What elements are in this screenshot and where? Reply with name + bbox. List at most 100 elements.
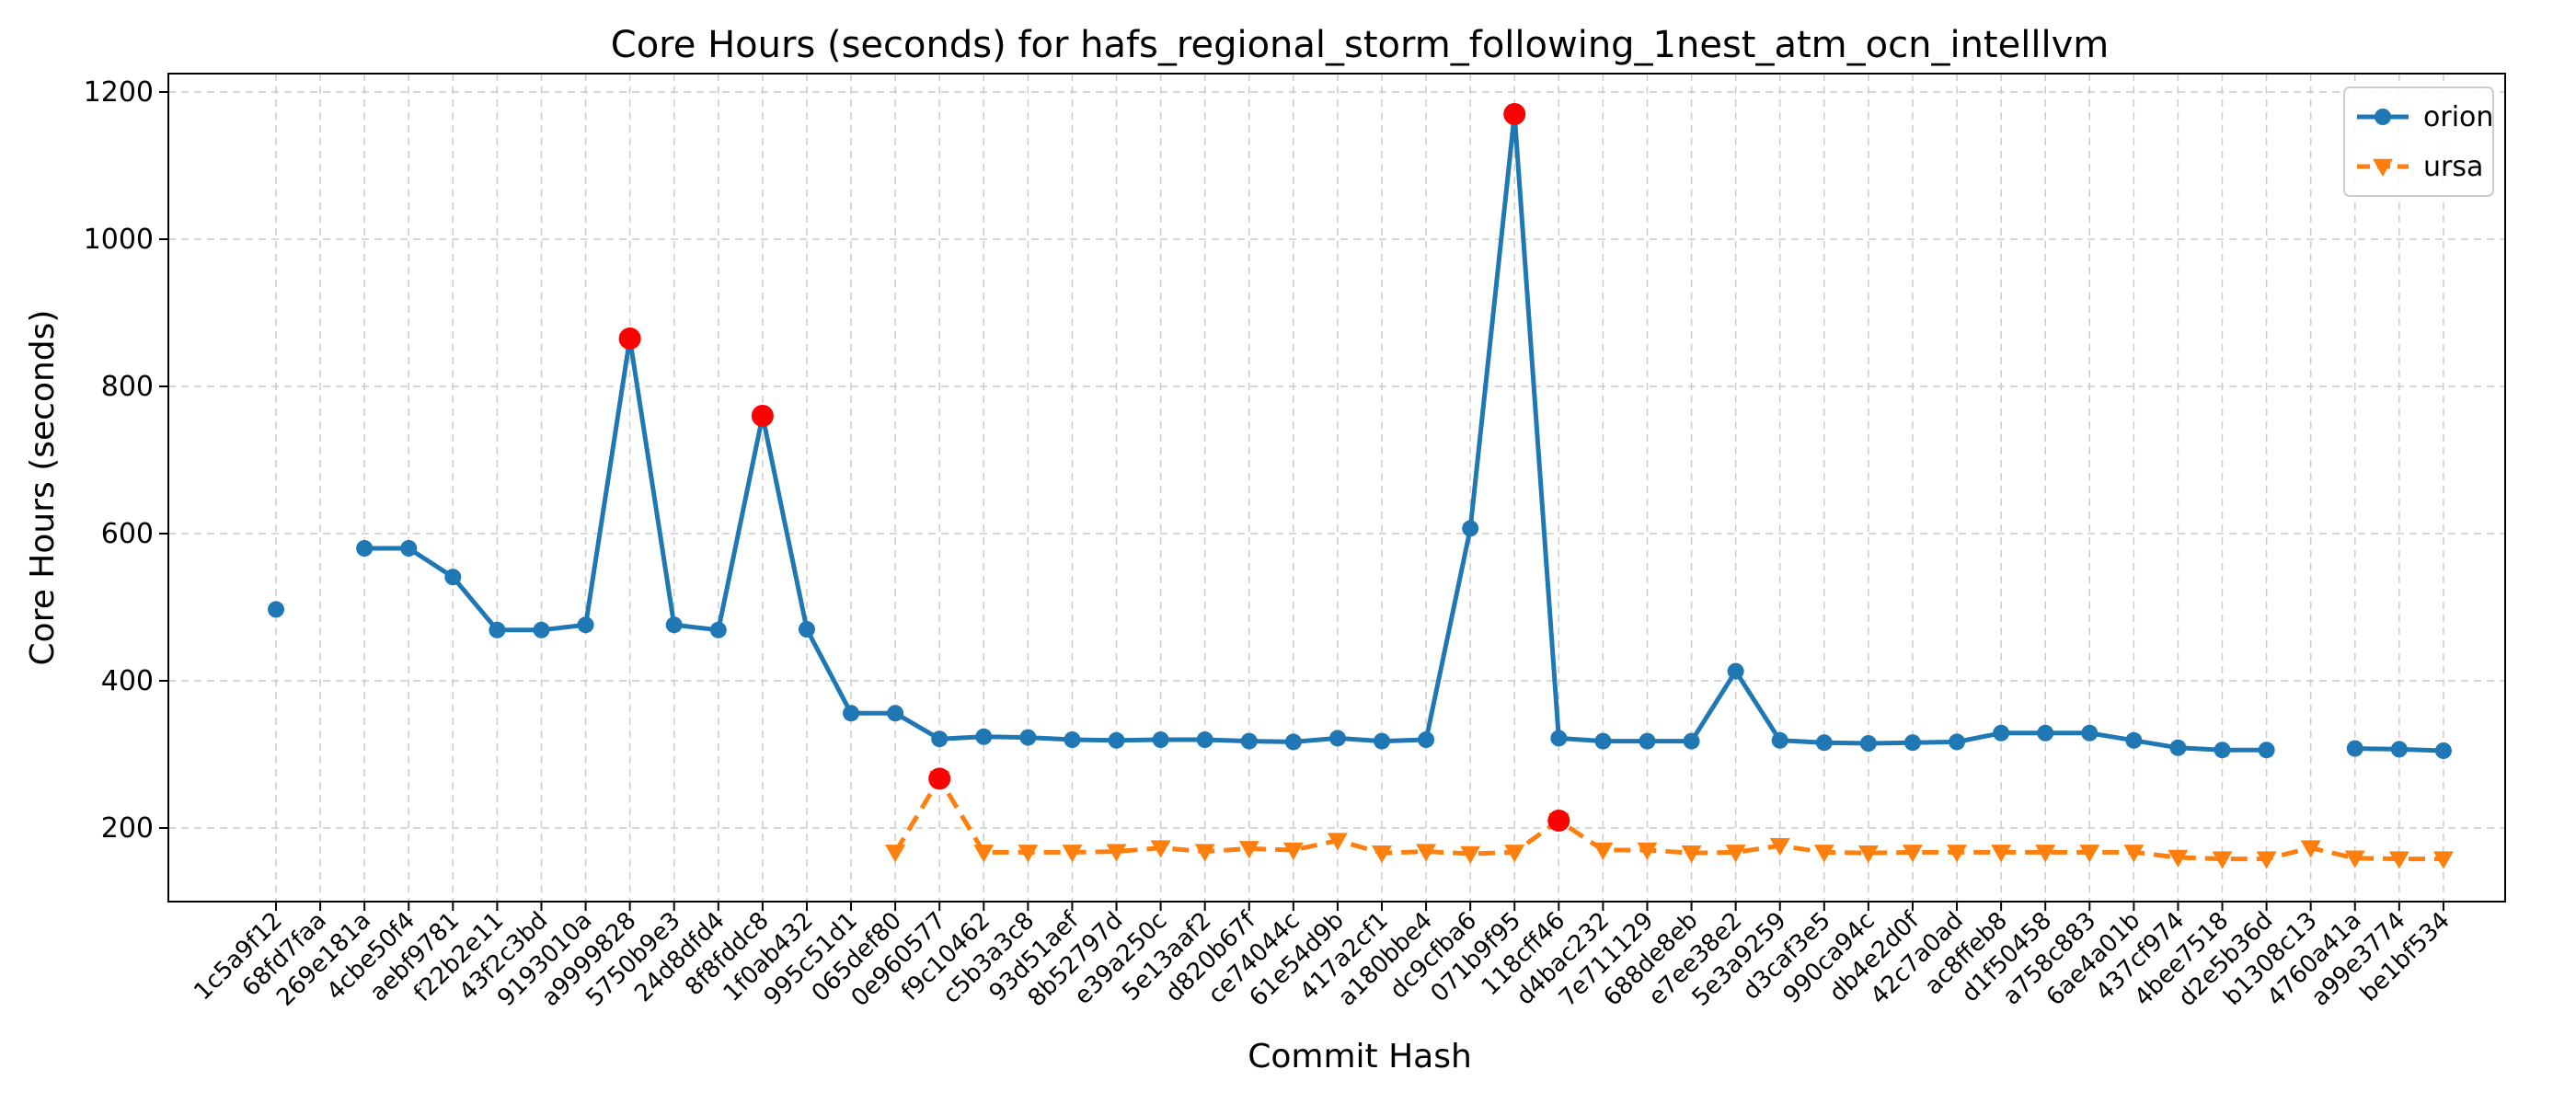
anomaly-marker <box>618 328 641 350</box>
data-point <box>2123 845 2145 863</box>
data-point <box>1462 520 1479 537</box>
data-point <box>1238 841 1259 859</box>
data-point <box>931 730 949 748</box>
data-point <box>2300 840 2321 858</box>
y-axis-label: Core Hours (seconds) <box>24 310 62 666</box>
data-point <box>1018 845 1039 863</box>
data-point <box>1194 844 1215 862</box>
series-layer <box>268 103 2454 869</box>
data-point <box>1859 735 1877 752</box>
legend-label-ursa: ursa <box>2423 151 2483 183</box>
data-point <box>2434 742 2452 759</box>
data-point <box>2212 851 2233 869</box>
data-point <box>1639 732 1656 750</box>
plot-frame <box>167 73 2506 903</box>
data-point <box>2169 739 2187 756</box>
data-point <box>489 621 506 638</box>
data-point <box>1062 845 1083 863</box>
data-point <box>577 616 594 634</box>
legend-marker <box>2375 109 2391 125</box>
data-point <box>1416 844 1437 862</box>
data-point <box>2168 849 2189 868</box>
anomaly-marker <box>1547 810 1570 832</box>
data-point <box>885 845 906 863</box>
data-point <box>1328 730 1346 747</box>
data-point <box>2125 731 2143 749</box>
y-tick-label: 400 <box>101 665 154 697</box>
data-point <box>1727 662 1744 680</box>
anomaly-marker <box>1503 103 1526 125</box>
data-point <box>2037 724 2054 742</box>
data-point <box>2258 742 2275 759</box>
data-point <box>1769 837 1790 857</box>
data-point <box>1064 731 1081 748</box>
data-point <box>444 569 462 586</box>
legend: orion ursa <box>2343 86 2494 197</box>
data-point <box>2035 845 2056 863</box>
data-point <box>2346 740 2363 757</box>
data-point <box>2256 851 2277 869</box>
data-point <box>1857 845 1879 864</box>
data-point <box>1725 845 1746 863</box>
data-point <box>1418 731 1435 748</box>
data-point <box>975 728 993 745</box>
data-point <box>1593 842 1614 860</box>
data-point <box>887 705 904 722</box>
data-point <box>1902 845 1923 863</box>
data-point <box>1282 842 1304 860</box>
data-point <box>1152 731 1169 748</box>
data-point <box>2390 741 2408 758</box>
data-point <box>1284 733 1302 751</box>
data-point <box>1993 724 2010 742</box>
data-point <box>1947 845 1968 863</box>
data-point <box>356 540 374 557</box>
data-point <box>798 621 815 638</box>
x-axis-label: Commit Hash <box>1248 1038 1472 1075</box>
data-point <box>1771 731 1788 749</box>
data-point <box>2388 851 2409 869</box>
data-point <box>2432 851 2454 869</box>
data-point <box>1594 732 1612 750</box>
data-point <box>1550 730 1568 747</box>
data-point <box>1460 845 1481 864</box>
series-ursa <box>885 771 2454 869</box>
data-point <box>1240 732 1258 750</box>
data-point <box>2079 845 2100 863</box>
series-line-ursa <box>892 776 2444 862</box>
data-point <box>1815 734 1833 752</box>
x-axis-ticks: 1c5a9f1268fd7faa269e181a4cbe50f4aebf9781… <box>189 902 2455 1012</box>
data-point <box>1019 729 1037 746</box>
data-point <box>1681 845 1702 864</box>
data-point <box>1991 845 2012 863</box>
data-point <box>665 616 683 634</box>
chart-title: Core Hours (seconds) for hafs_regional_s… <box>611 24 2109 66</box>
y-tick-label: 1000 <box>84 224 154 256</box>
y-tick-label: 1200 <box>84 76 154 109</box>
anomaly-marker <box>928 767 951 790</box>
data-point <box>1949 733 1966 751</box>
data-point <box>1150 840 1171 858</box>
legend-label-orion: orion <box>2423 101 2493 133</box>
data-point <box>1106 844 1127 862</box>
data-point <box>1327 833 1348 851</box>
y-tick-label: 600 <box>101 518 154 550</box>
data-point <box>533 621 550 638</box>
data-point <box>2344 850 2365 868</box>
data-point <box>268 601 284 618</box>
data-point <box>1637 842 1658 860</box>
data-point <box>2081 724 2099 742</box>
data-point <box>1108 731 1125 749</box>
y-tick-label: 800 <box>101 371 154 403</box>
data-point <box>1374 732 1390 750</box>
data-point <box>843 705 860 722</box>
data-point <box>1683 732 1700 750</box>
series-line-orion <box>364 111 2267 753</box>
series-orion <box>268 106 2452 759</box>
data-point <box>973 845 995 863</box>
data-point <box>1813 845 1834 863</box>
data-point <box>1504 845 1525 863</box>
legend-marker <box>2373 158 2393 177</box>
grid <box>168 74 2505 902</box>
data-point <box>400 540 418 557</box>
